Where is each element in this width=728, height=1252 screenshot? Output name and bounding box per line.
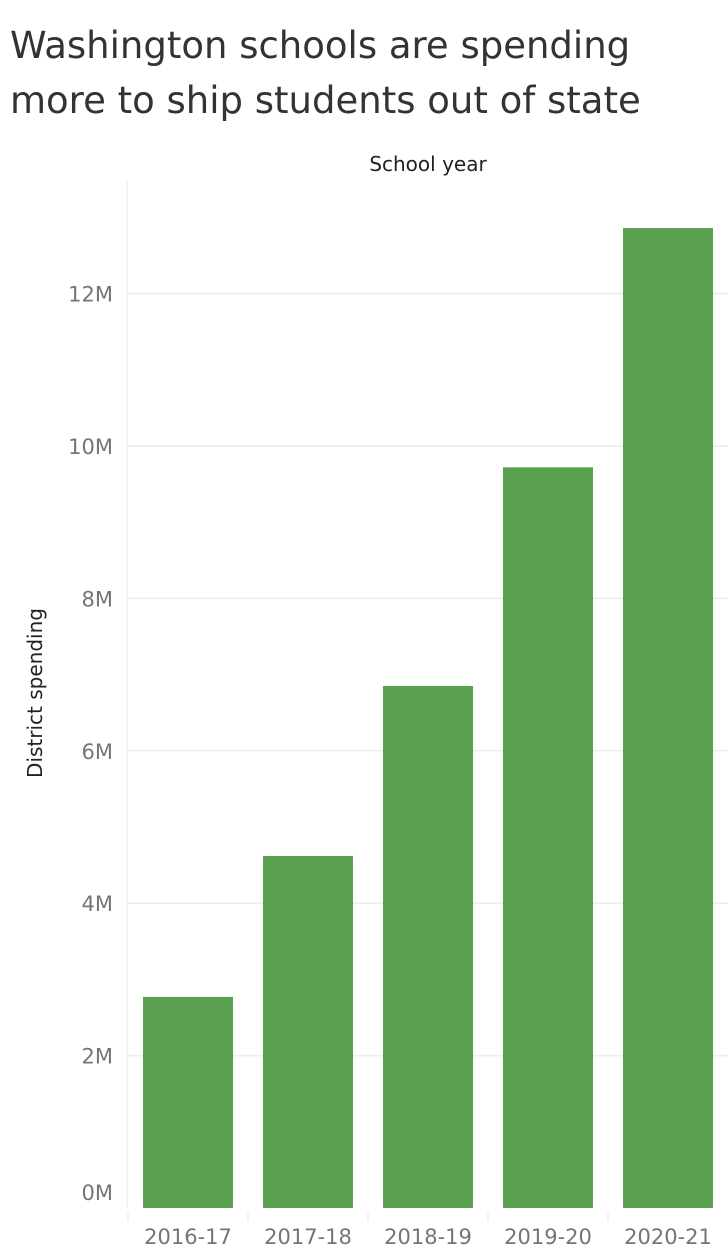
bar xyxy=(143,996,233,1208)
y-axis-title: District spending xyxy=(23,608,47,778)
y-tick-label: 2M xyxy=(82,1045,113,1069)
x-tick-label: 2016-17 xyxy=(144,1225,232,1249)
x-axis-ticks: 2016-17 2017-18 2018-19 2019-20 2020-21 xyxy=(127,1213,712,1249)
y-tick-label: 4M xyxy=(82,892,113,916)
bar xyxy=(383,686,473,1208)
y-tick-label: 6M xyxy=(82,740,113,764)
x-tick-label: 2020-21 xyxy=(624,1225,712,1249)
bar xyxy=(503,467,593,1208)
y-axis-ticks: 0M 2M 4M 6M 8M 10M 12M xyxy=(68,283,113,1205)
bar xyxy=(623,228,713,1208)
chart-title: Washington schools are spending more to … xyxy=(10,24,641,122)
bar xyxy=(263,855,353,1208)
x-tick-label: 2017-18 xyxy=(264,1225,352,1249)
y-tick-label: 0M xyxy=(82,1181,113,1205)
y-tick-label: 10M xyxy=(68,435,113,459)
x-tick-label: 2019-20 xyxy=(504,1225,592,1249)
x-axis-title: School year xyxy=(369,152,487,176)
x-tick-label: 2018-19 xyxy=(384,1225,472,1249)
y-tick-label: 12M xyxy=(68,283,113,307)
bars xyxy=(143,228,713,1208)
y-tick-label: 8M xyxy=(82,587,113,611)
